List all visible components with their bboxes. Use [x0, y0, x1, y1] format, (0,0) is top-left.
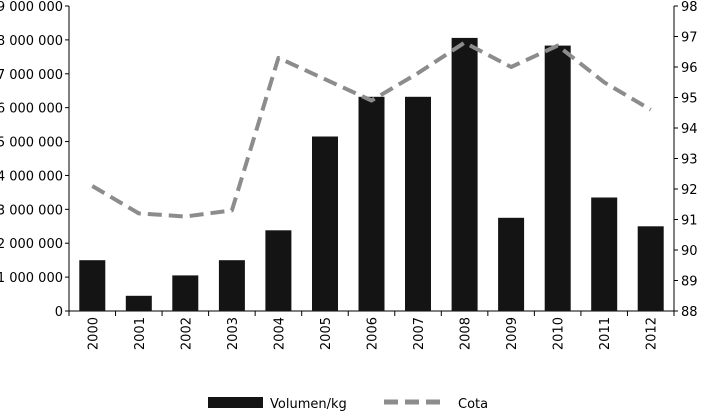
legend-swatch-volumen	[208, 397, 263, 408]
bar-2004	[265, 230, 292, 311]
x-tick-label-2004: 2004	[272, 317, 287, 350]
left-tick-label: 8 000 000	[0, 34, 63, 49]
bar-2002	[172, 275, 199, 311]
legend: Volumen/kg Cota	[208, 397, 488, 412]
x-tick-label-2012: 2012	[645, 317, 660, 350]
bar-2006	[358, 96, 385, 311]
legend-label-cota: Cota	[458, 397, 488, 412]
line-series-cota	[91, 40, 652, 219]
left-tick-label: 9 000 000	[0, 0, 63, 15]
right-tick-label: 97	[681, 31, 698, 46]
right-tick-label: 96	[681, 61, 698, 76]
bar-2010	[544, 45, 571, 311]
bar-2009	[498, 217, 525, 311]
right-tick-label: 89	[681, 275, 698, 290]
left-tick-label: 1 000 000	[0, 271, 63, 286]
right-tick-label: 91	[681, 214, 698, 229]
x-tick-label-2003: 2003	[226, 317, 241, 350]
right-tick-label: 98	[681, 0, 698, 15]
right-tick-label: 95	[681, 92, 698, 107]
right-axis-ticks: 88 89 90 91 92 93 94 95 96 97 98	[674, 0, 698, 320]
right-tick-label: 93	[681, 153, 698, 168]
x-tick-label-2009: 2009	[505, 317, 520, 350]
x-axis-ticks: 2000 2001 2002 2003 2004 2005 2006 2007 2008 2009…	[68, 311, 675, 350]
left-tick-label: 3 000 000	[0, 203, 63, 218]
x-tick-label-2008: 2008	[459, 317, 474, 350]
x-tick-label-2000: 2000	[86, 317, 101, 350]
bar-2007	[405, 96, 431, 311]
bar-2003	[218, 260, 245, 311]
left-tick-label: 0	[55, 305, 63, 320]
legend-label-volumen: Volumen/kg	[270, 397, 347, 412]
right-tick-label: 88	[681, 305, 698, 320]
x-tick-label-2006: 2006	[366, 317, 381, 350]
right-tick-label: 92	[681, 183, 698, 198]
bar-2012	[637, 226, 664, 311]
bar-series-volumen	[79, 37, 664, 312]
x-tick-label-2005: 2005	[319, 317, 334, 350]
right-tick-label: 90	[681, 244, 698, 259]
bar-2008	[451, 37, 478, 312]
left-axis-ticks: 0 1 000 000 2 000 000 3 000 000 4 000 000 5 0…	[0, 0, 69, 320]
bar-2005	[312, 136, 338, 311]
left-tick-label: 2 000 000	[0, 237, 63, 252]
bar-2001	[125, 295, 152, 312]
bar-2011	[591, 197, 618, 311]
left-tick-label: 6 000 000	[0, 102, 63, 117]
x-tick-label-2002: 2002	[179, 317, 194, 350]
x-tick-label-2007: 2007	[412, 317, 427, 350]
right-tick-label: 94	[681, 122, 698, 137]
x-tick-label-2001: 2001	[133, 317, 148, 350]
left-tick-label: 5 000 000	[0, 136, 63, 151]
bar-2000	[79, 260, 106, 311]
left-tick-label: 7 000 000	[0, 68, 63, 83]
x-tick-label-2011: 2011	[598, 317, 613, 350]
left-tick-label: 4 000 000	[0, 169, 63, 184]
x-tick-label-2010: 2010	[552, 317, 567, 350]
